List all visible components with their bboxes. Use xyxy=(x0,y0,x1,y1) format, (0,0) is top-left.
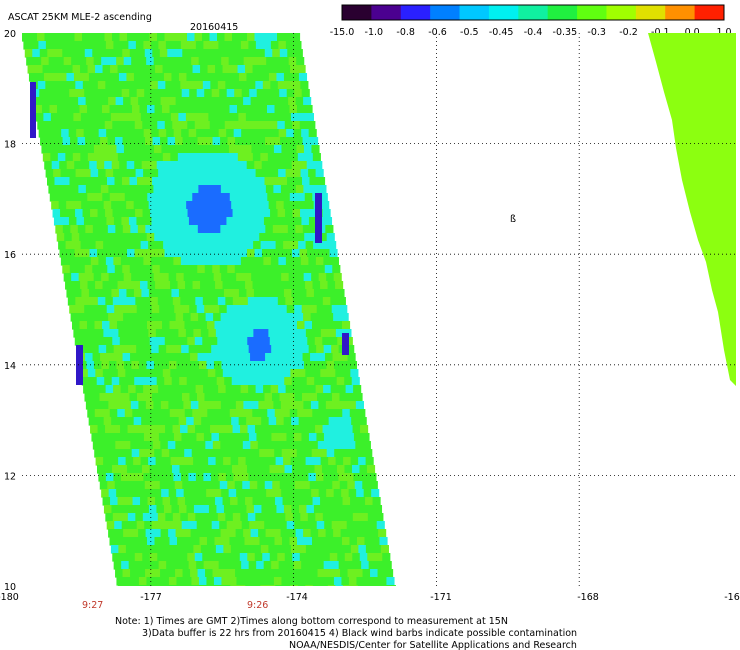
longitude-label: -177 xyxy=(140,592,162,603)
note-line-1: Note: 1) Times are GMT 2)Times along bot… xyxy=(115,616,508,627)
colorbar-swatch xyxy=(342,5,372,20)
graticule xyxy=(22,33,736,586)
date-label: 20160415 xyxy=(190,22,238,33)
longitude-labels: -180 -177 -174 -171 -168 -16 xyxy=(0,592,740,603)
longitude-label: -168 xyxy=(577,592,599,603)
longitude-label: -16 xyxy=(724,592,740,603)
pass-time-label: 9:27 xyxy=(82,600,103,611)
map-area: ß xyxy=(22,33,736,586)
land-marker: ß xyxy=(510,214,516,225)
colorbar-swatch xyxy=(547,5,578,20)
latitude-label: 20 xyxy=(4,29,16,40)
colorbar-tick-label: -0.35 xyxy=(553,27,578,38)
colorbar-swatch xyxy=(577,5,607,20)
colorbar-tick-label: -0.45 xyxy=(489,27,514,38)
colorbar: -15.0 -1.0 -0.8 -0.6 -0.5 -0.45 -0.4 -0.35 -0.3 -… xyxy=(330,4,732,38)
colorbar-swatch xyxy=(371,5,402,20)
colorbar-tick-label: -0.8 xyxy=(396,27,415,38)
colorbar-swatch xyxy=(430,5,461,20)
colorbar-swatch xyxy=(694,5,725,20)
colorbar-swatch xyxy=(400,5,431,20)
colorbar-swatch xyxy=(606,5,637,20)
colorbar-tick-label: -0.6 xyxy=(428,27,447,38)
colorbar-swatch xyxy=(518,5,549,20)
east-swath-data xyxy=(648,33,736,386)
colorbar-tick-label: -0.3 xyxy=(587,27,606,38)
colorbar-tick-label: -1.0 xyxy=(365,27,384,38)
product-title: ASCAT 25KM MLE-2 ascending xyxy=(8,12,152,23)
colorbar-swatch xyxy=(488,5,519,20)
longitude-label: -174 xyxy=(286,592,308,603)
colorbar-tick-label: -15.0 xyxy=(330,27,355,38)
colorbar-swatch xyxy=(665,5,696,20)
latitude-label: 18 xyxy=(4,140,16,151)
colorbar-tick-label: 0.0 xyxy=(685,27,700,38)
latitude-label: 14 xyxy=(4,361,16,372)
colorbar-tick-label: -0.2 xyxy=(619,27,638,38)
note-line-2: 3)Data buffer is 22 hrs from 20160415 4)… xyxy=(142,628,577,639)
latitude-labels: 20 18 16 14 12 10 xyxy=(4,29,16,593)
colorbar-tick-label: -0.4 xyxy=(524,27,543,38)
latitude-label: 16 xyxy=(4,250,16,261)
colorbar-swatch xyxy=(459,5,490,20)
longitude-label: -171 xyxy=(430,592,452,603)
colorbar-tick-label: -0.1 xyxy=(651,27,670,38)
latitude-label: 10 xyxy=(4,582,16,593)
note-line-3: NOAA/NESDIS/Center for Satellite Applica… xyxy=(289,640,577,650)
colorbar-tick-label: -0.5 xyxy=(460,27,479,38)
colorbar-swatch xyxy=(635,5,666,20)
pass-time-label: 9:26 xyxy=(247,600,268,611)
west-swath-data xyxy=(22,33,396,586)
latitude-label: 12 xyxy=(4,471,16,482)
longitude-label: -180 xyxy=(0,592,19,603)
colorbar-tick-label: 1.0 xyxy=(716,27,731,38)
